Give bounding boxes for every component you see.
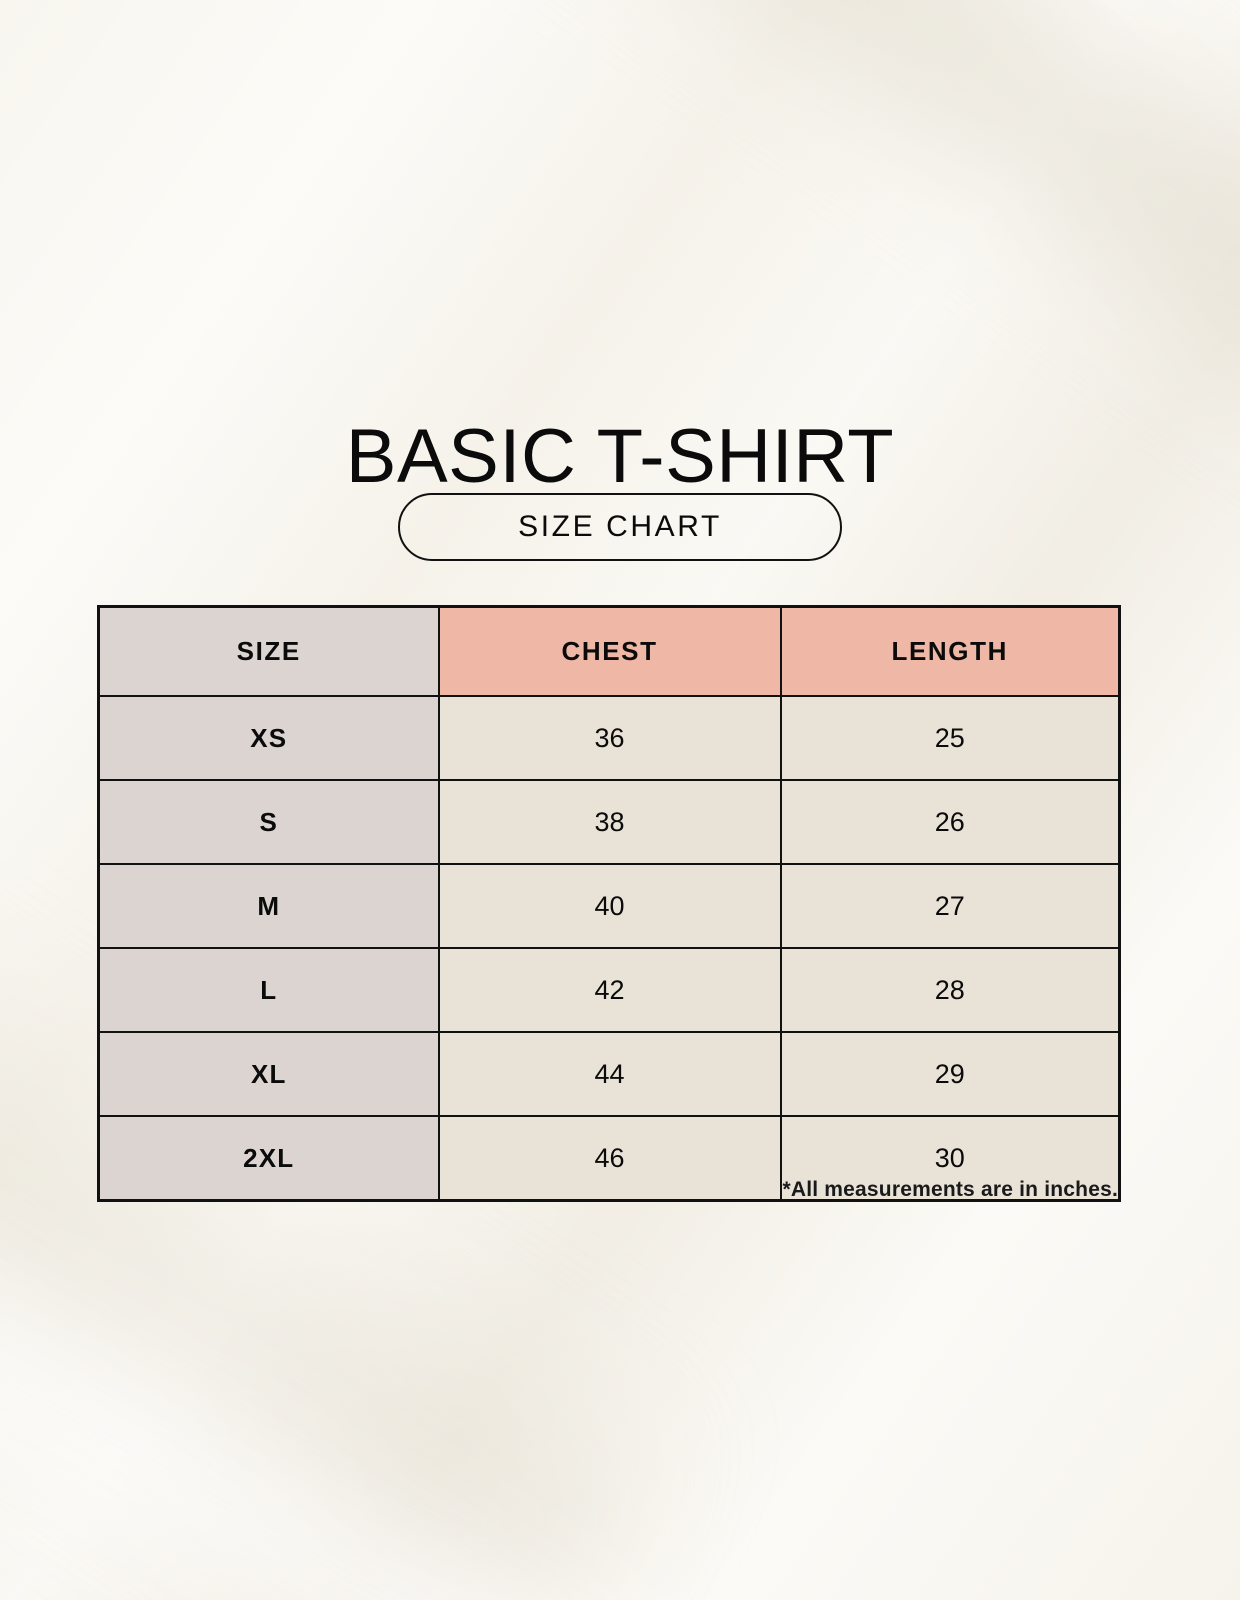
table-row: L 42 28 xyxy=(97,947,1121,1033)
table-row: S 38 26 xyxy=(97,779,1121,865)
cell-size: M xyxy=(97,863,440,949)
cell-size: XS xyxy=(97,695,440,781)
table-head: SIZE CHEST LENGTH xyxy=(97,605,1121,697)
cell-chest: 42 xyxy=(437,947,782,1033)
size-table-container: SIZE CHEST LENGTH XS 36 25 S 38 26 xyxy=(97,605,1121,1202)
cell-length: 27 xyxy=(779,863,1121,949)
table-header-row: SIZE CHEST LENGTH xyxy=(97,605,1121,697)
table-row: XS 36 25 xyxy=(97,695,1121,781)
cell-length: 29 xyxy=(779,1031,1121,1117)
table-row: M 40 27 xyxy=(97,863,1121,949)
cell-length: 28 xyxy=(779,947,1121,1033)
cell-size: S xyxy=(97,779,440,865)
column-header-length: LENGTH xyxy=(779,605,1121,697)
cell-size: XL xyxy=(97,1031,440,1117)
cell-chest: 40 xyxy=(437,863,782,949)
page-title: BASIC T-SHIRT xyxy=(345,413,895,499)
column-header-chest: CHEST xyxy=(437,605,782,697)
background-light-streak-top xyxy=(519,0,1240,481)
size-chart-badge: SIZE CHART xyxy=(398,493,842,561)
cell-chest: 36 xyxy=(437,695,782,781)
table-body: XS 36 25 S 38 26 M 40 27 L xyxy=(97,695,1121,1202)
cell-chest: 44 xyxy=(437,1031,782,1117)
cell-length: 26 xyxy=(779,779,1121,865)
cell-chest: 38 xyxy=(437,779,782,865)
cell-size: L xyxy=(97,947,440,1033)
badge-container: SIZE CHART xyxy=(0,493,1240,561)
table-row: XL 44 29 xyxy=(97,1031,1121,1117)
column-header-size: SIZE xyxy=(97,605,440,697)
measurement-units-note: *All measurements are in inches. xyxy=(782,1178,1118,1201)
cell-length: 25 xyxy=(779,695,1121,781)
size-table: SIZE CHEST LENGTH XS 36 25 S 38 26 xyxy=(97,605,1121,1202)
